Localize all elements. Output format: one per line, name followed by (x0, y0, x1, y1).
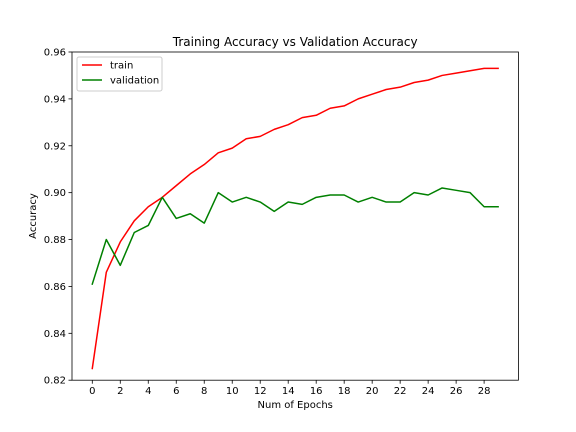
x-tick-label: 28 (478, 386, 491, 397)
x-axis-label: Num of Epochs (258, 400, 333, 411)
chart-title: Training Accuracy vs Validation Accuracy (172, 35, 418, 49)
x-tick-label: 26 (450, 386, 463, 397)
legend-label-train: train (110, 61, 133, 72)
x-tick-label: 20 (366, 386, 379, 397)
x-tick-label: 10 (226, 386, 239, 397)
x-tick-label: 2 (117, 386, 123, 397)
y-tick-label: 0.92 (44, 141, 66, 152)
x-tick-label: 4 (145, 386, 151, 397)
x-tick-label: 14 (282, 386, 295, 397)
y-axis-label: Accuracy (28, 193, 39, 239)
x-tick-label: 16 (310, 386, 323, 397)
x-tick-label: 0 (89, 386, 95, 397)
x-tick-label: 6 (173, 386, 179, 397)
x-tick-label: 22 (394, 386, 407, 397)
x-tick-label: 8 (201, 386, 207, 397)
y-tick-label: 0.94 (44, 94, 66, 105)
series-line-train (91, 67, 499, 370)
x-tick-label: 18 (338, 386, 351, 397)
axes-frame (71, 51, 519, 381)
y-tick-label: 0.82 (44, 376, 66, 387)
y-tick-label: 0.96 (44, 48, 66, 59)
x-tick-label: 12 (254, 386, 267, 397)
x-tick-label: 24 (422, 386, 435, 397)
plot-area: 0 2 4 6 8 10 12 14 16 18 20 22 24 26 280.820.840.860.8… (44, 48, 519, 397)
series-line-validation (91, 187, 499, 286)
y-tick-label: 0.84 (44, 329, 66, 340)
y-tick-label: 0.90 (44, 188, 66, 199)
y-tick-label: 0.88 (44, 235, 66, 246)
legend: train validation (76, 56, 163, 92)
y-tick-label: 0.86 (44, 282, 66, 293)
legend-label-validation: validation (110, 76, 159, 87)
